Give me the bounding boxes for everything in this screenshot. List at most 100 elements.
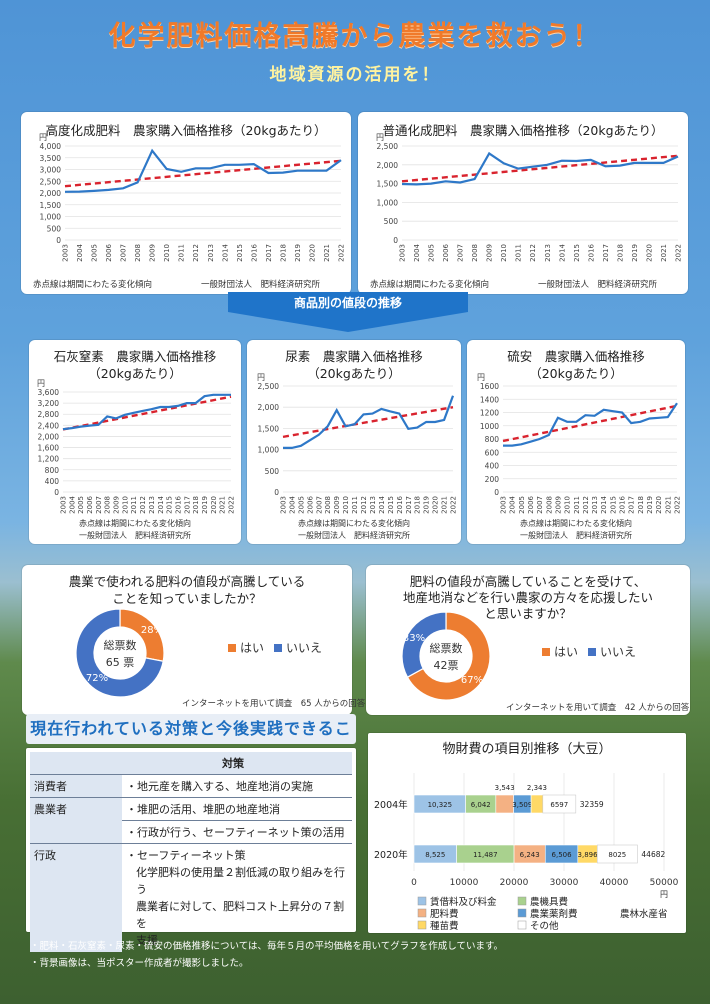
x-tick-label: 2009 <box>113 496 121 514</box>
legend-label: その他 <box>530 920 559 932</box>
pie-question: ことを知っていましたか？ <box>112 591 262 606</box>
chart-title: 尿素 農家購入価格推移 <box>285 349 423 364</box>
x-tick-label: 2018 <box>192 496 200 514</box>
source-note: 一般財団法人 肥料経済研究所 <box>538 280 658 290</box>
x-tick-label: 2022 <box>674 496 682 514</box>
y-tick-label: 1000 <box>480 422 499 431</box>
x-tick-label: 2009 <box>486 244 494 262</box>
source-note: 一般財団法人 肥料経済研究所 <box>201 280 321 290</box>
y-tick-label: 2,500 <box>258 382 280 391</box>
slice-label-no: 72% <box>86 673 108 684</box>
trend-note: 赤点線は期間にわたる変化傾向 <box>79 518 191 528</box>
y-tick-label: 0 <box>54 488 59 497</box>
x-tick-label: 2020 <box>308 244 316 262</box>
y-tick-label: 1600 <box>480 382 499 391</box>
x-tick-label: 2007 <box>457 244 465 262</box>
price-line <box>62 393 231 431</box>
source-label: 農林水産省 <box>620 908 668 920</box>
measures-table-card: 対策 消費者 ・地元産を購入する、地産地消の実施 農業者 ・堆肥の活用、堆肥の地… <box>26 748 356 952</box>
x-tick-label: 2004 <box>413 243 421 261</box>
x-tick-label: 2021 <box>219 496 227 514</box>
y-tick-label: 800 <box>45 466 60 475</box>
y-unit: 円 <box>37 379 45 388</box>
table-cell: ・セーフティーネット策 化学肥料の使用量２割低減の取り組みを行う 農業者に対して… <box>122 844 352 953</box>
x-tick-label: 2022 <box>450 496 458 514</box>
footer-note: ・背景画像は、当ポスター作成者が撮影しました。 <box>30 958 249 969</box>
bar-segment <box>542 794 577 814</box>
x-tick-label: 2020 <box>210 496 218 514</box>
legend-label: 種苗費 <box>430 920 459 932</box>
x-tick-label: 2013 <box>544 244 552 262</box>
legend-swatch <box>417 908 427 918</box>
y-tick-label: 2,800 <box>38 410 60 419</box>
x-tick-label: 2005 <box>428 244 436 262</box>
table-row-label: 行政 <box>30 843 122 952</box>
legend-swatch <box>417 920 427 930</box>
legend-swatch-no <box>274 644 282 652</box>
x-tick-label: 2015 <box>573 244 581 262</box>
x-tick-label: 2016 <box>250 243 258 261</box>
x-tick-label: 2015 <box>236 244 244 262</box>
y-tick-label: 2,400 <box>38 421 60 430</box>
bar-data-label: 8025 <box>608 851 626 859</box>
donut-center-label: 総票数 <box>430 641 463 655</box>
legend-label: 農業薬剤費 <box>530 908 578 920</box>
trend-note: 赤点線は期間にわたる変化傾向 <box>520 518 632 528</box>
bar-data-label: 3,543 <box>495 784 515 792</box>
x-tick-label: 2003 <box>280 496 288 514</box>
x-tick-label: 2003 <box>399 244 407 262</box>
line-chart-futsu: 円 0 500 1,000 1,500 2,000 2,500 2003 2004 2005 200… <box>376 133 683 262</box>
y-tick-label: 500 <box>265 467 280 476</box>
pie-card-2: 肥料の値段が高騰していることを受けて、 地産地消などを行い農家の方々を応援したい… <box>366 565 690 715</box>
legend-label: 肥料費 <box>430 908 459 920</box>
x-tick-label: 2015 <box>166 496 174 514</box>
bar-data-label: 6,042 <box>471 801 491 809</box>
x-tick-label: 2008 <box>471 244 479 262</box>
table-row-label: 農業者 <box>30 797 122 844</box>
legend-label: 農機具費 <box>530 896 568 908</box>
bar-segment <box>596 844 638 864</box>
x-tick-label: 2017 <box>602 244 610 262</box>
line-chart-sekkai: 円 0 400 800 1,200 1,600 2,000 2,400 2,800 3,200 3,… <box>37 379 236 540</box>
stacked-bar-chart: 0 10000 20000 30000 40000 50000 円 2004年 10,325 6,… <box>374 773 679 932</box>
legend-swatch <box>517 920 527 930</box>
table-line: ・セーフティーネット策 <box>126 849 246 862</box>
chart-subtitle: （20kgあたり） <box>307 366 401 381</box>
bar-segment <box>530 794 544 814</box>
x-tick-label: 2007 <box>120 244 128 262</box>
x-tick-label: 2006 <box>442 243 450 261</box>
measures-table: 対策 消費者 ・地元産を購入する、地産地消の実施 農業者 ・堆肥の活用、堆肥の地… <box>30 752 352 952</box>
y-tick-label: 600 <box>485 448 500 457</box>
x-tick-label: 2006 <box>86 495 94 513</box>
x-tick-label: 2017 <box>405 496 413 514</box>
y-tick-label: 0 <box>494 488 499 497</box>
x-tick-label: 2004 <box>68 495 76 513</box>
y-tick-label: 2,500 <box>377 142 399 151</box>
x-tick-label: 2019 <box>294 244 302 262</box>
x-tick-label: 2014 <box>221 243 229 261</box>
y-tick-label: 0 <box>274 488 279 497</box>
pie-question: と思いますか？ <box>484 606 572 621</box>
bar-total-label: 32359 <box>580 800 604 809</box>
x-tick-label: 2011 <box>573 496 581 514</box>
y-tick-label: 1,500 <box>258 424 280 433</box>
x-tick-label: 2008 <box>545 496 553 514</box>
table-line: 支援 <box>136 934 158 947</box>
donut-center-value: 42票 <box>434 659 459 672</box>
x-tick-label: 2008 <box>104 496 112 514</box>
x-tick-label: 2019 <box>646 496 654 514</box>
y-tick-label: 1400 <box>480 395 499 404</box>
x-tick-label: 2005 <box>77 496 85 514</box>
x-tick-label: 50000 <box>650 878 679 888</box>
x-tick-label: 2016 <box>587 243 595 261</box>
bar-data-label: 3,896 <box>578 851 599 859</box>
table-row-label: 消費者 <box>30 774 122 798</box>
x-tick-label: 2015 <box>387 496 395 514</box>
y-tick-label: 2,000 <box>38 432 60 441</box>
bar-data-label: 8,525 <box>425 851 445 859</box>
chart-title: 石灰窒素 農家購入価格推移 <box>53 349 217 364</box>
y-tick-label: 3,500 <box>40 154 62 163</box>
slice-no <box>401 611 447 679</box>
